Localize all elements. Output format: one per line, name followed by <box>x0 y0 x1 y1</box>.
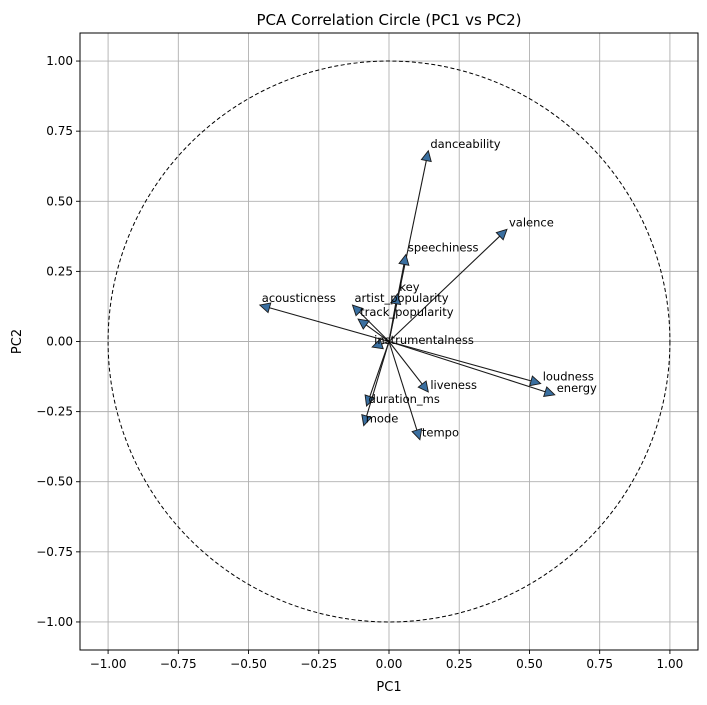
x-tick-label: 0.75 <box>586 657 613 671</box>
unit-circle <box>107 60 671 623</box>
vector-label: acousticness <box>262 291 336 305</box>
vector-arrowhead <box>357 318 370 330</box>
vector-label: liveness <box>430 378 477 392</box>
x-tick-label: −1.00 <box>90 657 127 671</box>
vector-arrowhead <box>398 253 410 266</box>
vector-liveness <box>388 341 429 393</box>
vector-shaft <box>388 340 532 382</box>
vector-label: instrumentalness <box>374 333 474 347</box>
vector-arrowhead <box>389 292 402 306</box>
vector-label: speechiness <box>408 241 479 255</box>
x-axis-label: PC1 <box>376 680 401 695</box>
vector-arrowhead <box>258 302 272 314</box>
y-tick-label: 0.00 <box>46 335 73 349</box>
vector-arrowhead <box>361 413 373 427</box>
x-tick-label: −0.50 <box>230 657 267 671</box>
vector-arrowhead <box>417 380 429 393</box>
vector-arrowhead <box>495 228 508 241</box>
y-tick-label: −0.25 <box>36 405 73 419</box>
vector-arrowhead <box>529 375 542 387</box>
vector-label: mode <box>366 412 399 426</box>
vector-labels: danceability valence speechiness keyartist_… <box>262 137 597 440</box>
vector-tempo <box>388 341 423 441</box>
vector-arrowhead <box>420 149 432 163</box>
y-tick-label: −1.00 <box>36 615 73 629</box>
vector-label: loudness <box>543 370 594 384</box>
y-axis-label: PC2 <box>10 329 25 354</box>
vector-arrowhead <box>351 304 364 317</box>
x-tick-label: 0.50 <box>516 657 543 671</box>
vector-label: duration_ms <box>369 392 440 406</box>
x-tick-label: −0.75 <box>160 657 197 671</box>
vector-artist-popularity <box>351 304 390 342</box>
vector-arrowhead <box>543 386 556 398</box>
x-tick-label: 0.25 <box>446 657 473 671</box>
vector-arrowhead <box>411 427 423 441</box>
vector-label: artist_popularity <box>354 291 448 305</box>
y-tick-label: 0.50 <box>46 194 73 208</box>
vector-shaft <box>269 307 390 343</box>
y-tick-label: −0.75 <box>36 545 73 559</box>
vector-track-popularity <box>357 318 390 342</box>
vector-label: track_popularity <box>360 305 454 319</box>
vector-shaft <box>388 340 546 393</box>
vector-shaft <box>388 303 397 342</box>
vector-shaft <box>381 340 390 345</box>
vectors <box>258 149 556 441</box>
vector-mode <box>361 341 390 427</box>
x-tick-label: 0.00 <box>376 657 403 671</box>
vector-loudness <box>388 340 542 387</box>
vector-label: tempo <box>422 426 459 440</box>
vector-label: danceability <box>430 137 500 151</box>
y-tick-label: 0.75 <box>46 124 73 138</box>
vector-shaft <box>366 341 390 417</box>
y-tick-label: 0.25 <box>46 264 73 278</box>
vector-shaft <box>359 311 390 342</box>
unit-circle-outline <box>107 60 671 623</box>
vector-shaft <box>388 235 501 342</box>
vector-valence <box>388 228 508 342</box>
vector-shaft <box>365 324 390 342</box>
y-tick-label: −0.50 <box>36 475 73 489</box>
vector-label: valence <box>509 215 554 229</box>
vector-shaft <box>388 341 423 385</box>
x-tick-label: −0.25 <box>300 657 337 671</box>
x-tick-label: 1.00 <box>657 657 684 671</box>
axis-ticks: −1.00 −0.75 −0.50 −0.25 0.00 0.25 0.50 0.75 1.00… <box>36 54 683 671</box>
vector-shaft <box>388 341 418 431</box>
vector-energy <box>388 340 556 398</box>
vector-label: key <box>399 280 419 294</box>
chart-title: PCA Correlation Circle (PC1 vs PC2) <box>257 11 522 29</box>
vector-acousticness <box>258 302 390 343</box>
vector-label: energy <box>557 381 597 395</box>
vector-arrowhead <box>371 338 384 350</box>
vector-instrumentalness <box>371 338 390 350</box>
vector-key <box>388 292 402 342</box>
y-tick-label: 1.00 <box>46 54 73 68</box>
